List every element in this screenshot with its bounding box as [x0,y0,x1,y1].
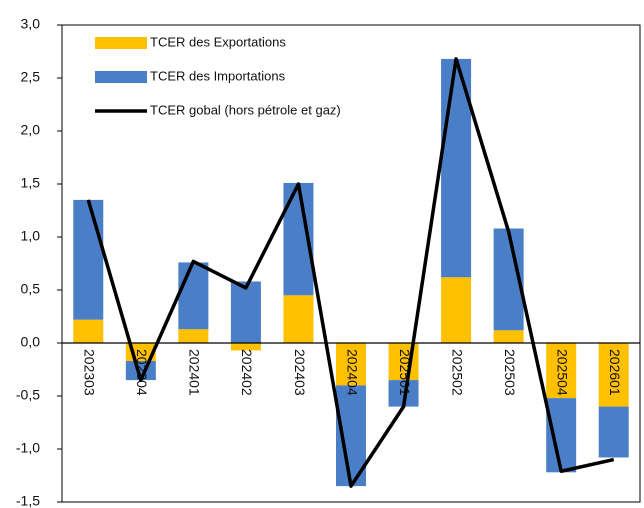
y-tick-label: 0,0 [21,334,41,350]
bar [73,199,104,320]
y-tick-label: -1,5 [16,493,40,508]
y-tick-label: 2,5 [21,69,41,85]
bar [178,262,209,330]
bar [598,343,629,407]
x-tick-label: 202402 [239,349,255,396]
legend-swatch [95,37,147,49]
y-tick-label: -0,5 [16,387,40,403]
x-tick-label: 202404 [344,349,360,396]
bar [441,277,472,343]
legend-label: TCER gobal (hors pétrole et gaz) [150,102,341,117]
legend-label: TCER des Exportations [150,34,286,49]
x-tick-label: 202504 [554,349,570,396]
x-tick-label: 202601 [607,349,623,396]
x-tick-label: 202502 [449,349,465,396]
legend-label: TCER des Importations [150,68,286,83]
bar [230,343,261,351]
x-tick-label: 202403 [292,349,308,396]
y-tick-label: 0,5 [21,281,41,297]
bar [546,343,577,399]
bar [73,319,104,343]
x-tick-label: 202304 [134,349,150,396]
bar [283,295,314,343]
y-tick-label: 1,5 [21,175,41,191]
x-tick-label: 202401 [187,349,203,396]
bar [336,343,366,386]
legend-swatch [95,71,147,83]
bar [598,406,629,458]
y-tick-label: -1,0 [16,440,40,456]
bar [493,330,524,343]
y-tick-label: 1,0 [21,228,41,244]
y-tick-label: 3,0 [21,16,41,32]
bar [230,281,261,343]
y-tick-label: 2,0 [21,122,41,138]
bar [178,329,209,343]
bar [546,398,577,473]
line-series [86,57,615,488]
plot-border [61,24,641,503]
x-tick-label: 202503 [502,349,518,396]
x-tick-label: 202303 [82,349,98,396]
